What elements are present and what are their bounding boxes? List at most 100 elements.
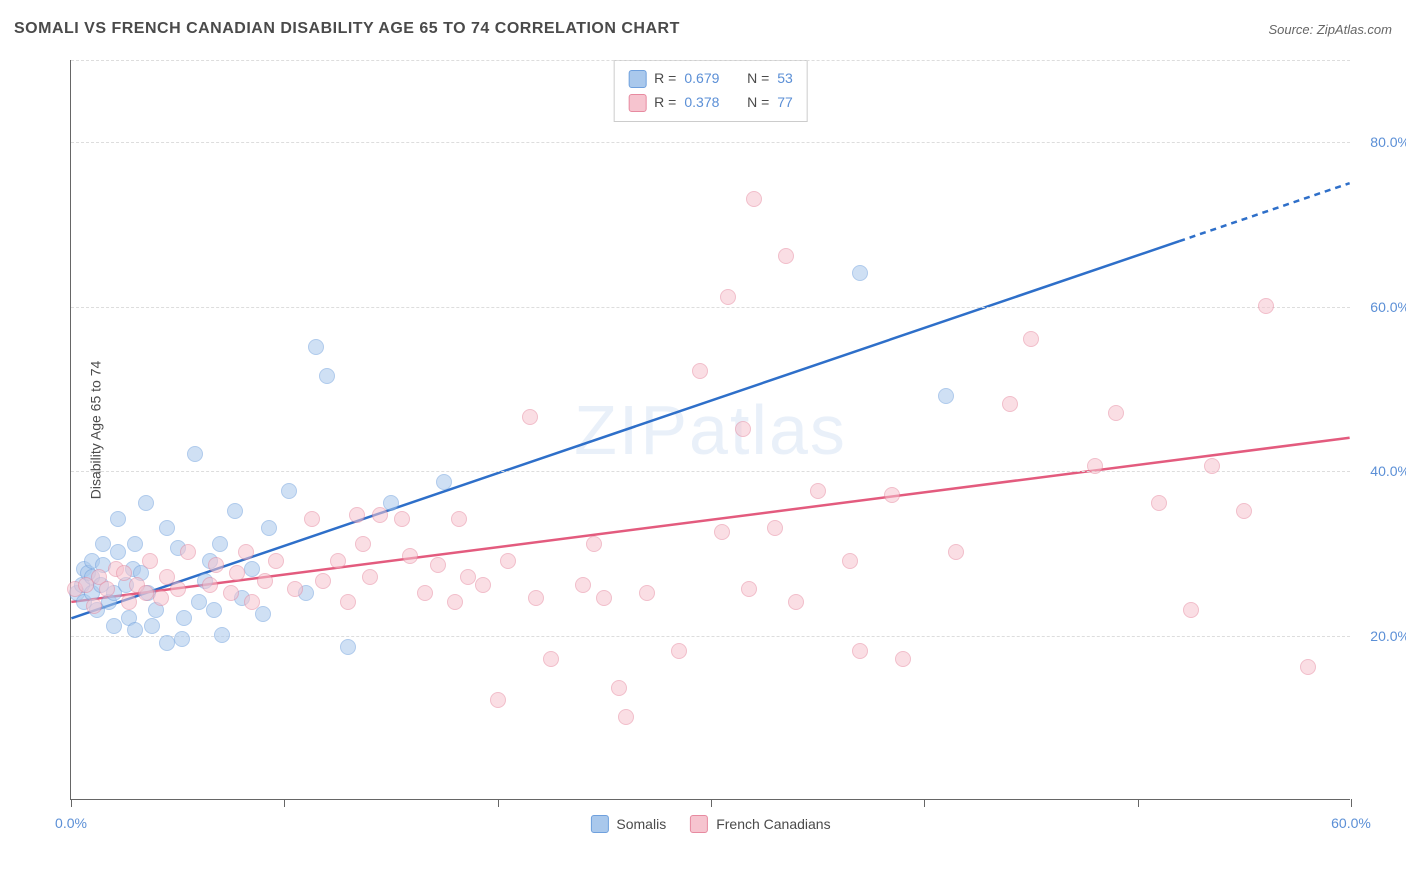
data-point — [340, 594, 356, 610]
data-point — [127, 536, 143, 552]
data-point — [238, 544, 254, 560]
data-point — [86, 598, 102, 614]
gridline-h — [71, 471, 1350, 472]
data-point — [417, 585, 433, 601]
data-point — [106, 618, 122, 634]
data-point — [159, 635, 175, 651]
x-tick — [924, 799, 925, 807]
data-point — [490, 692, 506, 708]
x-tick-label: 0.0% — [55, 815, 87, 831]
data-point — [159, 520, 175, 536]
chart-title: SOMALI VS FRENCH CANADIAN DISABILITY AGE… — [14, 20, 680, 38]
r-value: 0.679 — [684, 67, 719, 91]
legend-swatch — [590, 815, 608, 833]
data-point — [402, 548, 418, 564]
data-point — [639, 585, 655, 601]
series-legend-item: French Canadians — [690, 815, 830, 833]
stats-legend: R = 0.679 N = 53R = 0.378 N = 77 — [613, 60, 808, 122]
data-point — [436, 474, 452, 490]
data-point — [281, 483, 297, 499]
series-legend: Somalis French Canadians — [590, 815, 830, 833]
gridline-h — [71, 307, 1350, 308]
data-point — [611, 680, 627, 696]
data-point — [618, 709, 634, 725]
data-point — [319, 368, 335, 384]
data-point — [451, 511, 467, 527]
x-tick — [498, 799, 499, 807]
data-point — [842, 553, 858, 569]
data-point — [852, 643, 868, 659]
r-label: R = — [654, 91, 676, 115]
n-value: 77 — [777, 91, 793, 115]
data-point — [767, 520, 783, 536]
data-point — [255, 606, 271, 622]
data-point — [852, 265, 868, 281]
data-point — [720, 289, 736, 305]
legend-swatch — [628, 70, 646, 88]
x-tick — [1351, 799, 1352, 807]
data-point — [714, 524, 730, 540]
gridline-h — [71, 636, 1350, 637]
data-point — [1108, 405, 1124, 421]
data-point — [788, 594, 804, 610]
data-point — [212, 536, 228, 552]
data-point — [174, 631, 190, 647]
data-point — [1300, 659, 1316, 675]
chart-header: SOMALI VS FRENCH CANADIAN DISABILITY AGE… — [14, 20, 1392, 38]
r-value: 0.378 — [684, 91, 719, 115]
data-point — [244, 594, 260, 610]
data-point — [257, 573, 273, 589]
data-point — [810, 483, 826, 499]
data-point — [586, 536, 602, 552]
data-point — [315, 573, 331, 589]
data-point — [543, 651, 559, 667]
stats-legend-row: R = 0.378 N = 77 — [628, 91, 793, 115]
data-point — [191, 594, 207, 610]
data-point — [208, 557, 224, 573]
y-tick-label: 60.0% — [1370, 299, 1406, 315]
series-name: Somalis — [616, 816, 666, 832]
data-point — [214, 627, 230, 643]
x-tick — [71, 799, 72, 807]
source-attribution: Source: ZipAtlas.com — [1268, 22, 1392, 37]
series-name: French Canadians — [716, 816, 830, 832]
data-point — [142, 553, 158, 569]
data-point — [244, 561, 260, 577]
data-point — [692, 363, 708, 379]
data-point — [187, 446, 203, 462]
data-point — [447, 594, 463, 610]
series-legend-item: Somalis — [590, 815, 666, 833]
data-point — [287, 581, 303, 597]
y-axis-label: Disability Age 65 to 74 — [87, 360, 103, 499]
x-tick — [284, 799, 285, 807]
watermark: ZIPatlas — [574, 390, 847, 470]
data-point — [1204, 458, 1220, 474]
data-point — [176, 610, 192, 626]
data-point — [1236, 503, 1252, 519]
data-point — [362, 569, 378, 585]
data-point — [475, 577, 491, 593]
data-point — [522, 409, 538, 425]
data-point — [596, 590, 612, 606]
data-point — [227, 503, 243, 519]
data-point — [1258, 298, 1274, 314]
data-point — [735, 421, 751, 437]
trend-lines — [71, 60, 1350, 799]
data-point — [884, 487, 900, 503]
data-point — [746, 191, 762, 207]
x-tick — [711, 799, 712, 807]
data-point — [1151, 495, 1167, 511]
data-point — [355, 536, 371, 552]
data-point — [330, 553, 346, 569]
data-point — [110, 544, 126, 560]
data-point — [895, 651, 911, 667]
data-point — [394, 511, 410, 527]
data-point — [671, 643, 687, 659]
data-point — [778, 248, 794, 264]
legend-swatch — [690, 815, 708, 833]
n-label: N = — [747, 67, 769, 91]
data-point — [127, 622, 143, 638]
data-point — [1183, 602, 1199, 618]
data-point — [304, 511, 320, 527]
data-point — [95, 536, 111, 552]
